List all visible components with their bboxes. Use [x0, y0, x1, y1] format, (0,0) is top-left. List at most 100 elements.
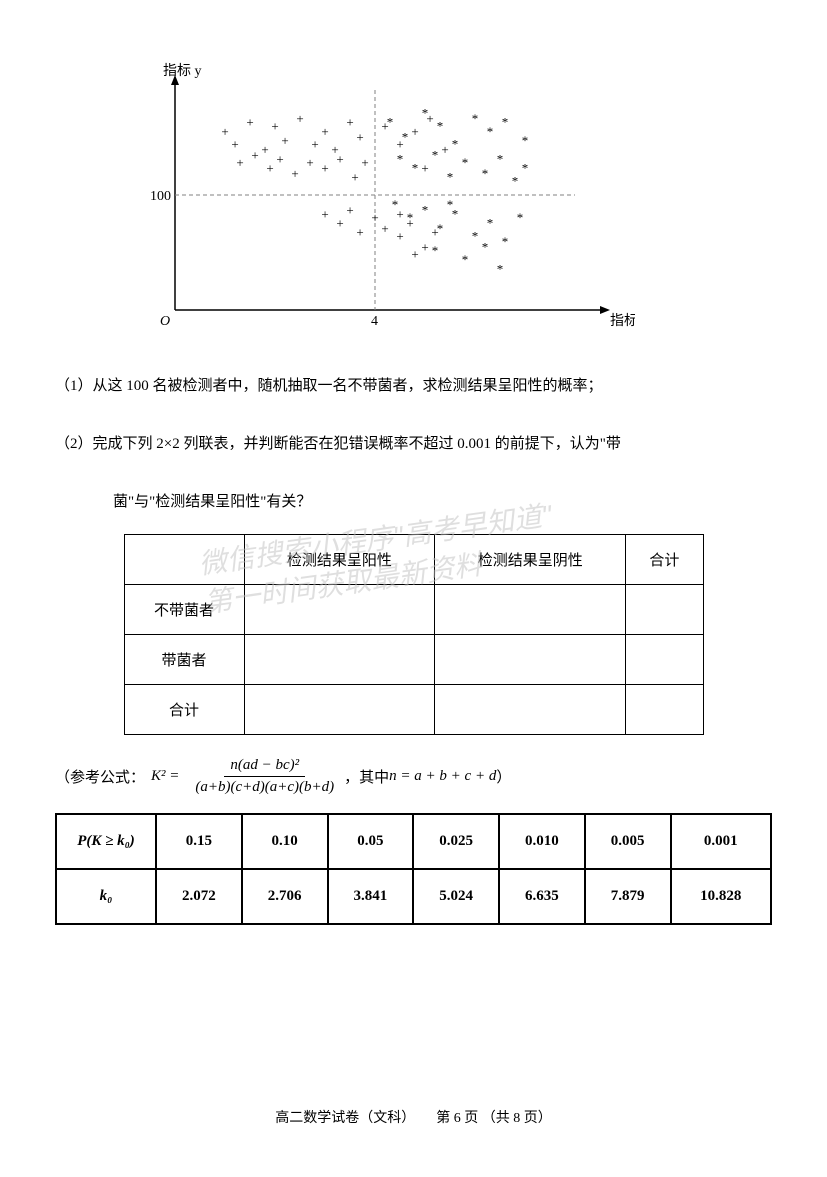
- k-val: 3.841: [328, 869, 414, 924]
- svg-text:*: *: [447, 170, 454, 185]
- svg-text:*: *: [487, 216, 494, 231]
- row-noncarrier: 不带菌者: [124, 585, 244, 635]
- table-row: 不带菌者: [124, 585, 703, 635]
- denominator: (a+b)(c+d)(a+c)(b+d): [189, 777, 340, 798]
- svg-text:+: +: [321, 206, 328, 221]
- cell-empty: [435, 635, 626, 685]
- table-row: 合计: [124, 685, 703, 735]
- k-val: 6.635: [499, 869, 585, 924]
- formula-suffix-prefix: ，其中: [344, 766, 389, 787]
- formula-prefix: （参考公式：: [55, 766, 145, 787]
- p-val: 0.05: [328, 814, 414, 869]
- k-squared-label: K² =: [151, 768, 179, 785]
- svg-text:+: +: [336, 216, 343, 231]
- table-row: 带菌者: [124, 635, 703, 685]
- svg-text:*: *: [397, 151, 404, 166]
- svg-text:*: *: [482, 239, 489, 254]
- cell-empty: [626, 585, 703, 635]
- svg-text:*: *: [482, 166, 489, 181]
- svg-text:*: *: [422, 203, 429, 218]
- svg-text:*: *: [487, 124, 494, 139]
- svg-text:*: *: [387, 115, 394, 130]
- svg-text:+: +: [346, 115, 353, 130]
- svg-text:*: *: [437, 221, 444, 236]
- k-header: k₀: [56, 869, 156, 924]
- svg-text:+: +: [266, 161, 273, 176]
- svg-text:+: +: [221, 124, 228, 139]
- svg-text:*: *: [392, 197, 399, 212]
- numerator: n(ad − bc)²: [224, 755, 305, 777]
- svg-text:+: +: [251, 148, 258, 163]
- svg-text:+: +: [381, 221, 388, 236]
- x-tick-label: 4: [371, 314, 378, 329]
- p-val: 0.001: [671, 814, 772, 869]
- svg-text:*: *: [462, 252, 469, 267]
- svg-text:*: *: [497, 261, 504, 276]
- origin-label: O: [160, 314, 170, 329]
- cell-blank: [124, 535, 244, 585]
- cell-empty: [626, 635, 703, 685]
- question-1: （1）从这 100 名被检测者中，随机抽取一名不带菌者，求检测结果呈阳性的概率；: [55, 370, 772, 403]
- svg-text:*: *: [522, 161, 529, 176]
- svg-text:*: *: [522, 133, 529, 148]
- svg-text:+: +: [261, 142, 268, 157]
- p-header: P(K ≥ k₀): [56, 814, 156, 869]
- svg-text:*: *: [407, 210, 414, 225]
- svg-text:+: +: [421, 239, 428, 254]
- table-row: P(K ≥ k₀) 0.15 0.10 0.05 0.025 0.010 0.0…: [56, 814, 771, 869]
- svg-text:+: +: [296, 111, 303, 126]
- svg-text:*: *: [497, 151, 504, 166]
- svg-text:+: +: [356, 129, 363, 144]
- svg-text:+: +: [351, 170, 358, 185]
- svg-text:+: +: [396, 228, 403, 243]
- chart-svg: 指标 y 指标 x O 100 4 ++++++++++++++++++++++…: [115, 60, 635, 340]
- svg-text:+: +: [276, 151, 283, 166]
- svg-text:*: *: [402, 129, 409, 144]
- svg-text:*: *: [447, 197, 454, 212]
- svg-text:+: +: [306, 155, 313, 170]
- p-val: 0.025: [413, 814, 499, 869]
- svg-text:+: +: [346, 203, 353, 218]
- table-row: k₀ 2.072 2.706 3.841 5.024 6.635 7.879 1…: [56, 869, 771, 924]
- svg-text:*: *: [412, 161, 419, 176]
- cell-empty: [244, 685, 435, 735]
- p-val: 0.010: [499, 814, 585, 869]
- k-val: 2.706: [242, 869, 328, 924]
- cell-empty: [244, 635, 435, 685]
- svg-text:+: +: [321, 124, 328, 139]
- n-formula: n = a + b + c + d: [389, 768, 496, 785]
- fraction: n(ad − bc)² (a+b)(c+d)(a+c)(b+d): [189, 755, 340, 798]
- reference-table: P(K ≥ k₀) 0.15 0.10 0.05 0.025 0.010 0.0…: [55, 813, 772, 925]
- svg-text:*: *: [472, 111, 479, 126]
- header-positive: 检测结果呈阳性: [244, 535, 435, 585]
- cell-empty: [626, 685, 703, 735]
- formula-reference: （参考公式： K² = n(ad − bc)² (a+b)(c+d)(a+c)(…: [55, 755, 772, 798]
- svg-text:+: +: [361, 155, 368, 170]
- k-val: 10.828: [671, 869, 772, 924]
- svg-text:+: +: [336, 151, 343, 166]
- y-axis-label: 指标 y: [163, 63, 202, 79]
- page-footer: 高二数学试卷（文科） 第 6 页 （共 8 页）: [0, 1107, 827, 1127]
- row-carrier: 带菌者: [124, 635, 244, 685]
- svg-text:*: *: [502, 234, 509, 249]
- star-markers: ********************************: [387, 106, 529, 277]
- question-2-line2: 菌"与"检测结果呈阳性"有关？: [55, 486, 772, 519]
- svg-text:*: *: [462, 155, 469, 170]
- svg-text:*: *: [512, 173, 519, 188]
- svg-text:*: *: [422, 106, 429, 121]
- svg-text:+: +: [441, 142, 448, 157]
- svg-text:+: +: [321, 161, 328, 176]
- table-row: 检测结果呈阳性 检测结果呈阴性 合计: [124, 535, 703, 585]
- x-axis-arrow: [600, 306, 610, 314]
- svg-text:+: +: [356, 225, 363, 240]
- svg-text:+: +: [236, 155, 243, 170]
- svg-text:+: +: [246, 115, 253, 130]
- svg-text:*: *: [452, 137, 459, 152]
- svg-text:*: *: [472, 228, 479, 243]
- svg-text:+: +: [281, 133, 288, 148]
- cell-empty: [244, 585, 435, 635]
- x-axis-label: 指标 x: [610, 313, 635, 329]
- svg-text:+: +: [311, 137, 318, 152]
- k-val: 7.879: [585, 869, 671, 924]
- svg-text:+: +: [371, 210, 378, 225]
